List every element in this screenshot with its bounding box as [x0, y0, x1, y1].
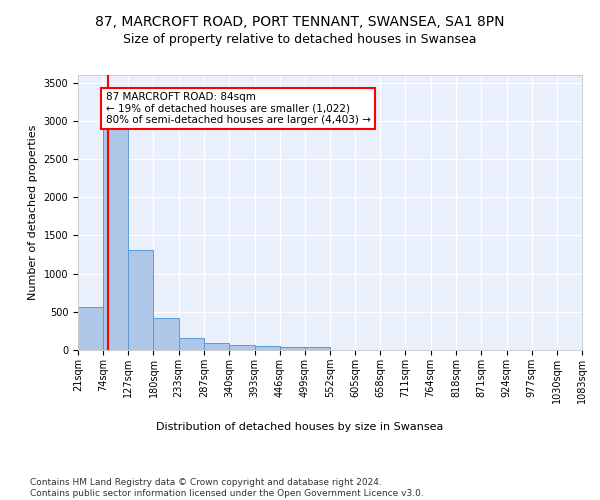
Bar — [204, 343, 229, 350]
Text: 87 MARCROFT ROAD: 84sqm
← 19% of detached houses are smaller (1,022)
80% of semi: 87 MARCROFT ROAD: 84sqm ← 19% of detache… — [106, 92, 370, 125]
Bar — [78, 307, 103, 350]
Bar — [128, 250, 154, 350]
Bar — [280, 346, 305, 350]
Bar — [179, 338, 204, 350]
Y-axis label: Number of detached properties: Number of detached properties — [28, 125, 38, 300]
Bar — [154, 318, 179, 350]
Text: Distribution of detached houses by size in Swansea: Distribution of detached houses by size … — [157, 422, 443, 432]
Bar — [229, 346, 254, 350]
Bar — [103, 127, 128, 350]
Text: 87, MARCROFT ROAD, PORT TENNANT, SWANSEA, SA1 8PN: 87, MARCROFT ROAD, PORT TENNANT, SWANSEA… — [95, 15, 505, 29]
Bar — [254, 346, 280, 350]
Text: Contains HM Land Registry data © Crown copyright and database right 2024.
Contai: Contains HM Land Registry data © Crown c… — [30, 478, 424, 498]
Bar — [305, 347, 330, 350]
Text: Size of property relative to detached houses in Swansea: Size of property relative to detached ho… — [123, 32, 477, 46]
